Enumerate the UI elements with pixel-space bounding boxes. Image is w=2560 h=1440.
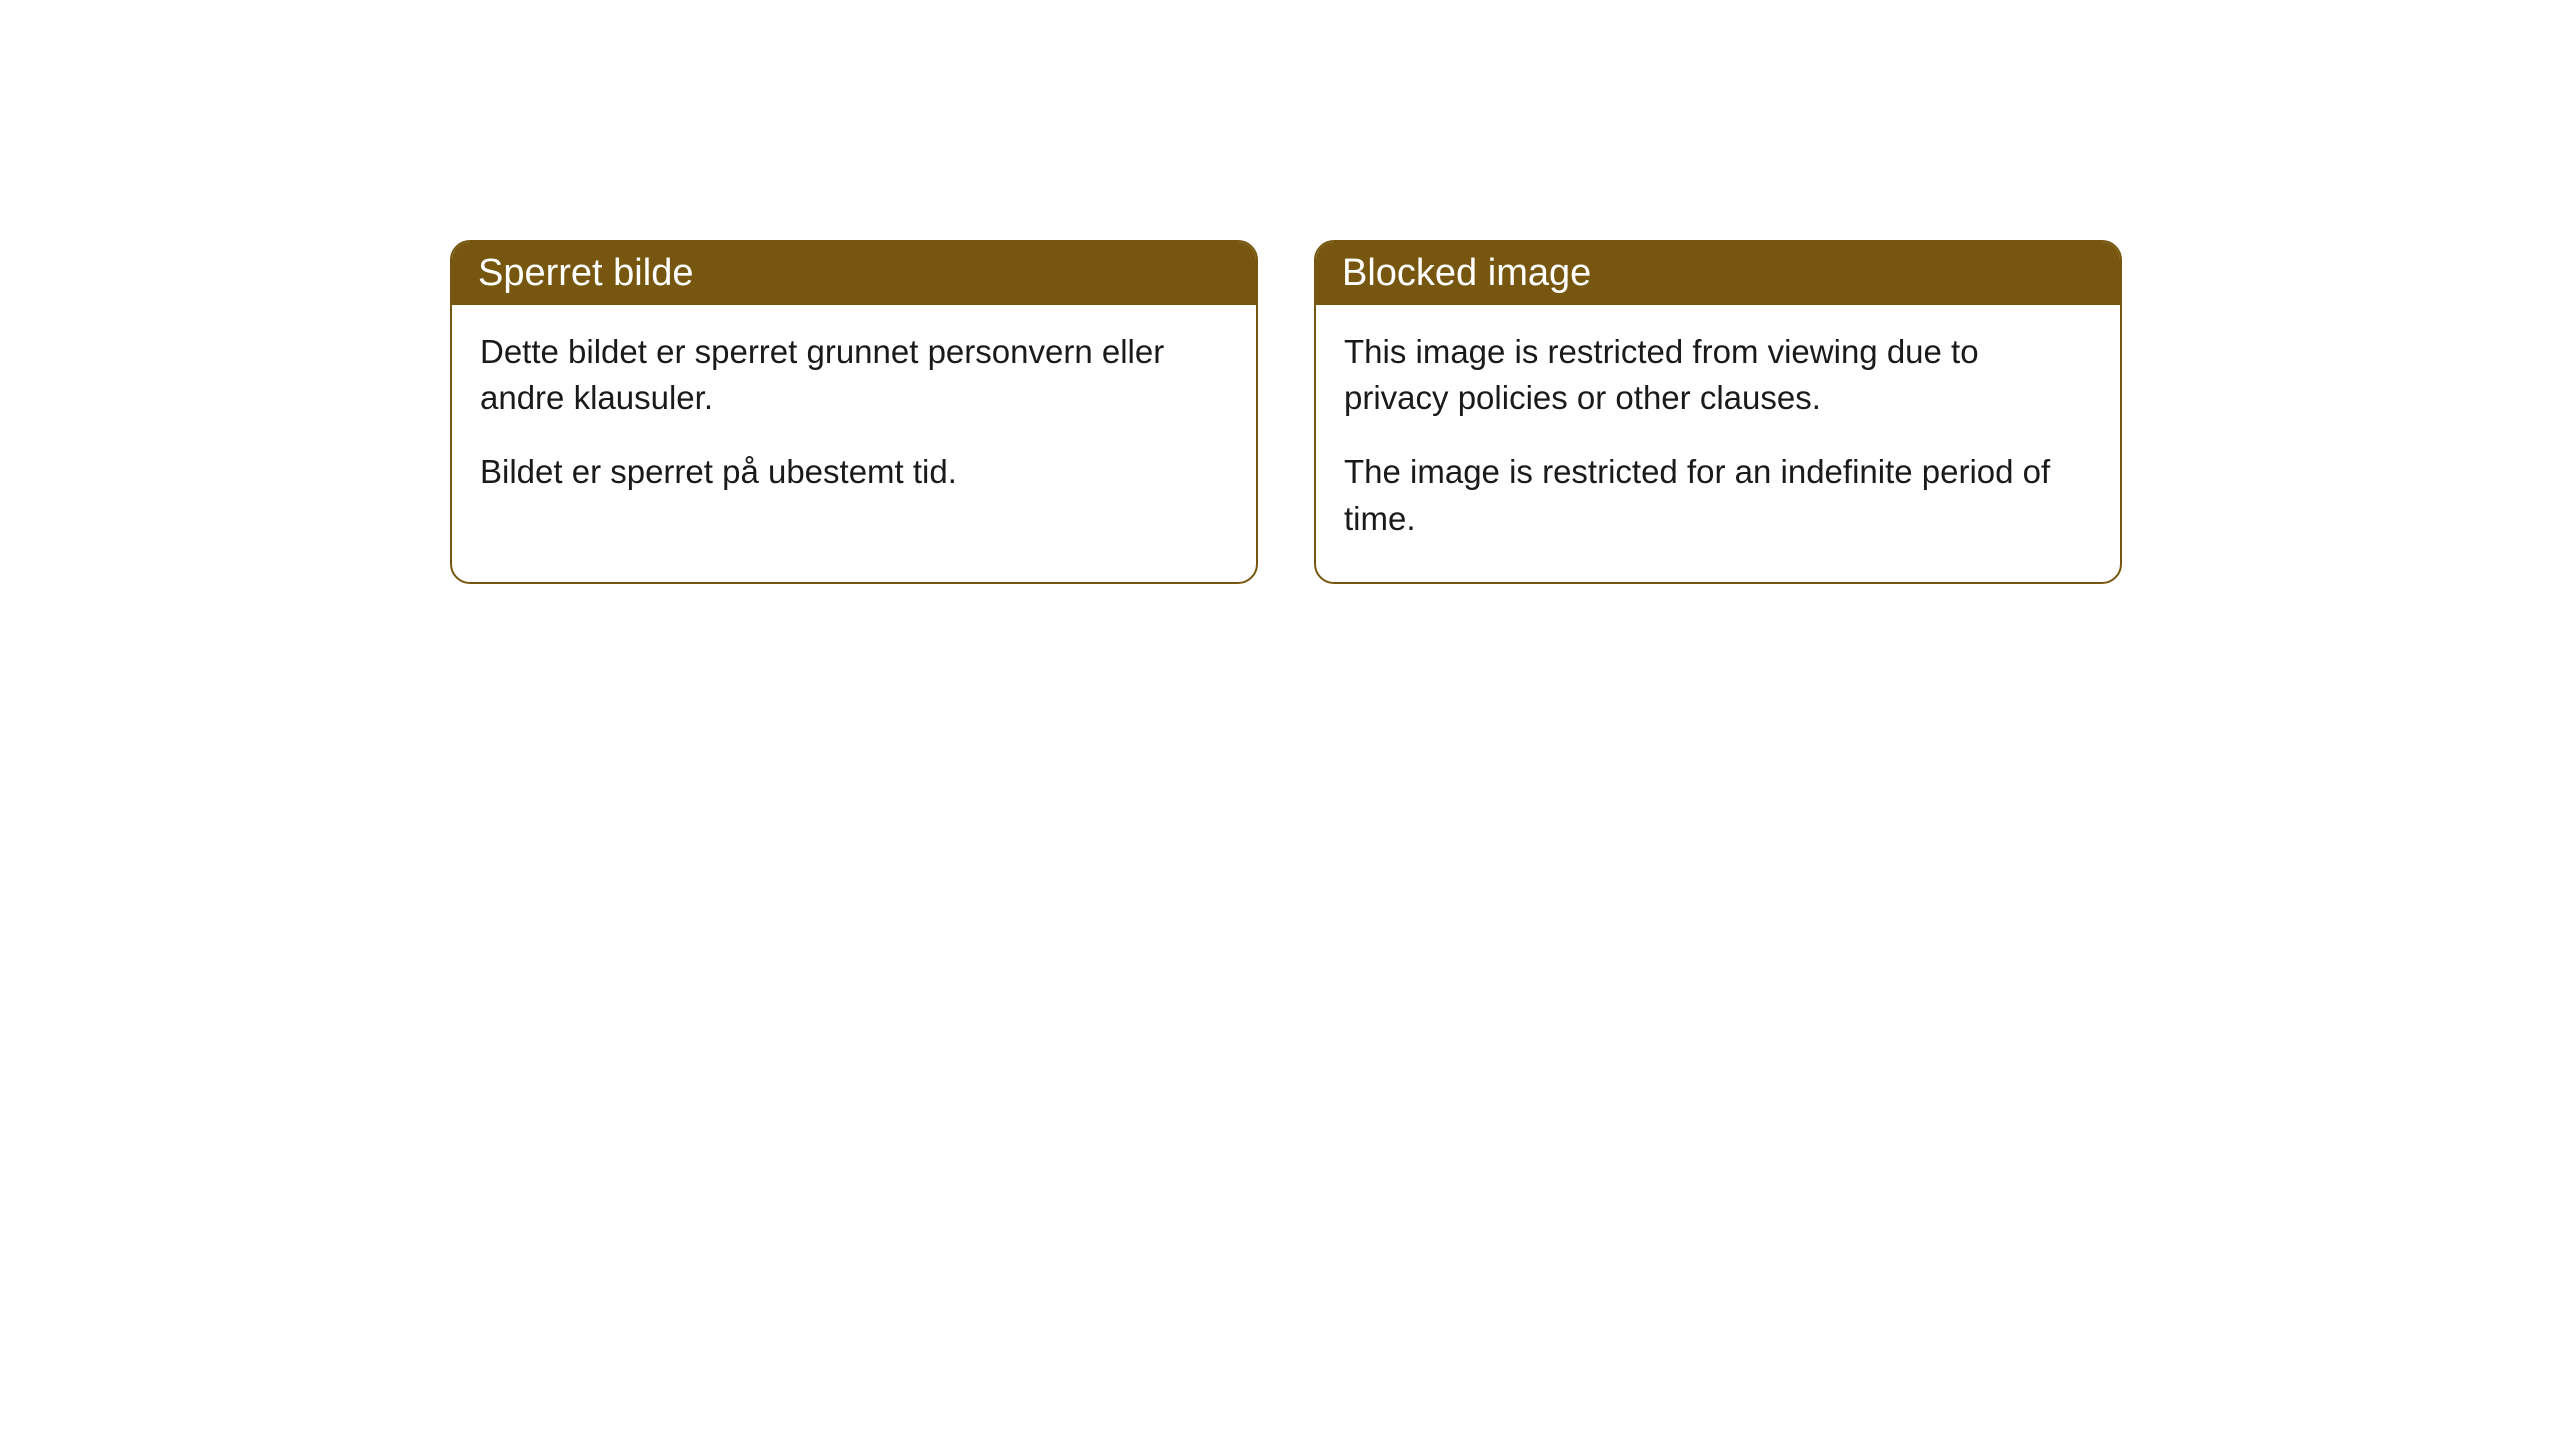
card-header-english: Blocked image <box>1316 242 2120 305</box>
cards-container: Sperret bilde Dette bildet er sperret gr… <box>450 240 2560 584</box>
card-body-norwegian: Dette bildet er sperret grunnet personve… <box>452 305 1256 536</box>
card-english: Blocked image This image is restricted f… <box>1314 240 2122 584</box>
card-header-norwegian: Sperret bilde <box>452 242 1256 305</box>
card-paragraph: This image is restricted from viewing du… <box>1344 329 2092 421</box>
card-paragraph: Dette bildet er sperret grunnet personve… <box>480 329 1228 421</box>
card-paragraph: The image is restricted for an indefinit… <box>1344 449 2092 541</box>
card-paragraph: Bildet er sperret på ubestemt tid. <box>480 449 1228 495</box>
card-body-english: This image is restricted from viewing du… <box>1316 305 2120 582</box>
card-norwegian: Sperret bilde Dette bildet er sperret gr… <box>450 240 1258 584</box>
